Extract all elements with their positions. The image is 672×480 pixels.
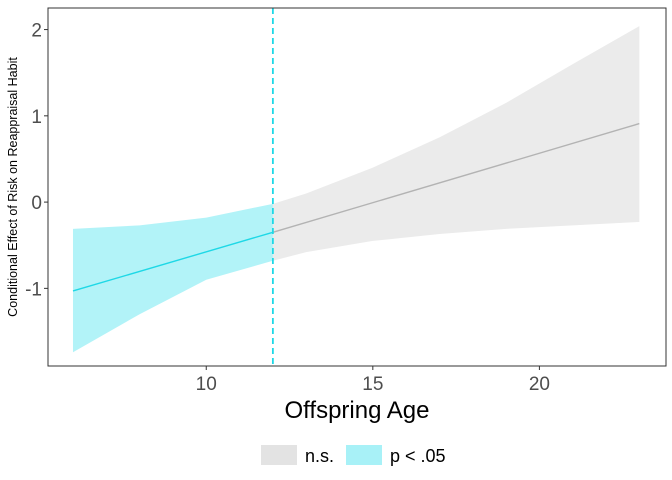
y-tick-label: 0 [31, 193, 42, 214]
y-tick-label: 1 [31, 107, 42, 128]
x-tick-label: 10 [196, 374, 217, 395]
ci-band-ns [272, 26, 640, 261]
ci-band-sig [72, 203, 273, 353]
effect-line-ns [272, 122, 640, 233]
x-tick-label: 20 [529, 374, 550, 395]
legend-swatch-sig [346, 445, 382, 465]
legend-label-ns: n.s. [305, 446, 334, 466]
x-axis-title: Offspring Age [285, 397, 430, 424]
effect-line-sig [72, 231, 274, 292]
y-axis-title: Conditional Effect of Risk on Reappraisa… [6, 57, 20, 317]
y-tick-label: 2 [31, 21, 42, 42]
plot-area [72, 8, 640, 366]
y-tick-label: -1 [25, 279, 42, 300]
x-tick-label: 15 [362, 374, 383, 395]
plot-border [47, 7, 667, 367]
legend-swatch-ns [261, 445, 297, 465]
legend: n.s. p < .05 [261, 445, 446, 466]
x-axis: 10 15 20 [196, 366, 550, 395]
legend-label-sig: p < .05 [390, 446, 446, 466]
y-axis: 2 1 0 -1 [25, 21, 48, 300]
